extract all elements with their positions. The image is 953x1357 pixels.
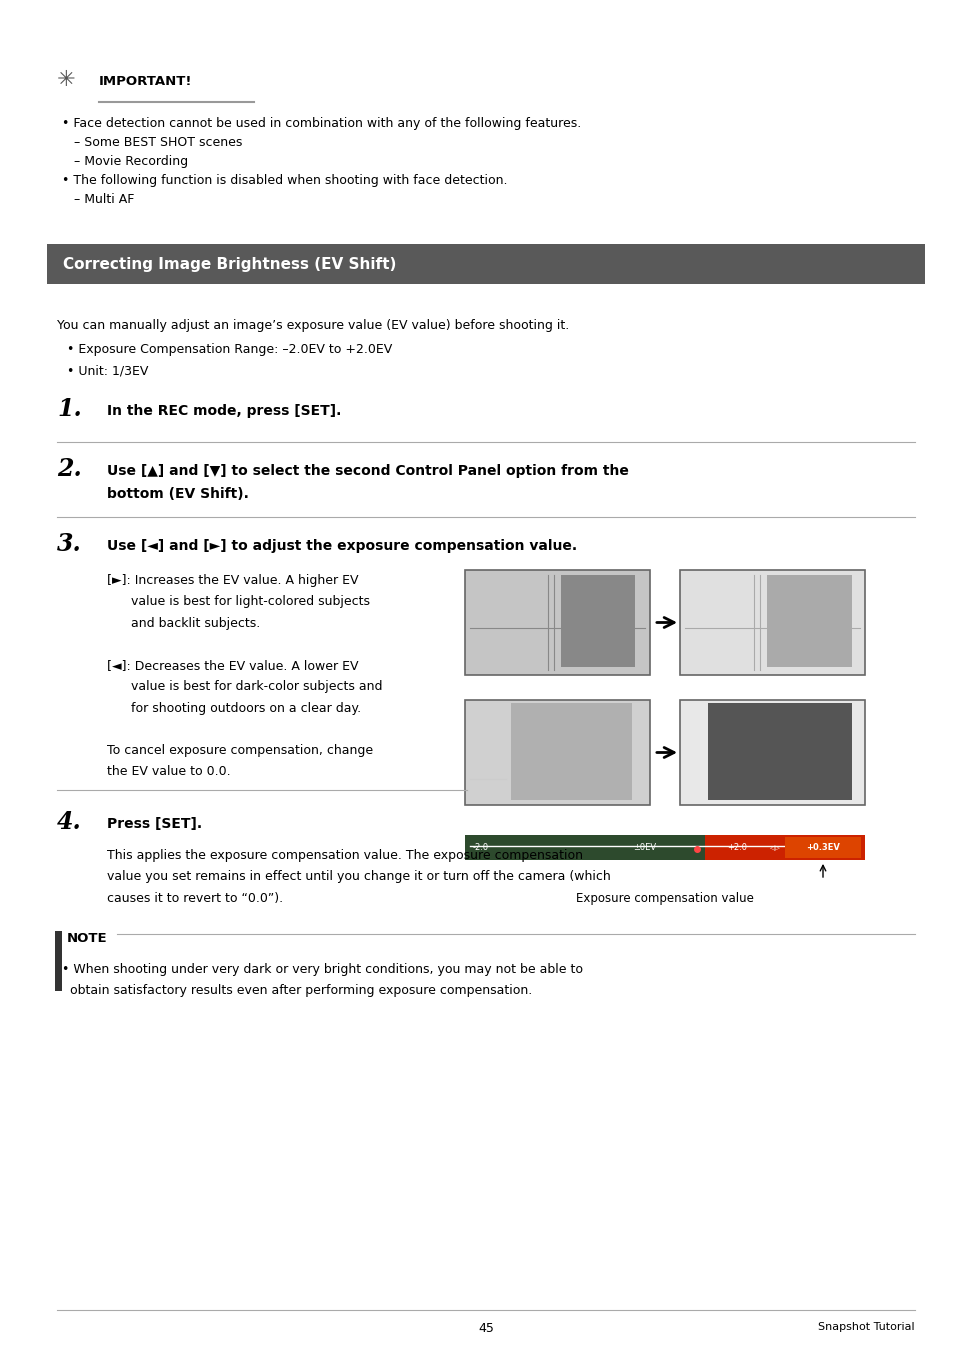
Text: ±0EV: ±0EV <box>633 844 656 852</box>
Text: NOTE: NOTE <box>67 932 108 946</box>
Text: for shooting outdoors on a clear day.: for shooting outdoors on a clear day. <box>107 702 361 715</box>
Text: Exposure compensation value: Exposure compensation value <box>576 892 753 905</box>
Text: 3.: 3. <box>57 532 82 556</box>
Text: • When shooting under very dark or very bright conditions, you may not be able t: • When shooting under very dark or very … <box>62 962 582 976</box>
Text: Use [▲] and [▼] to select the second Control Panel option from the: Use [▲] and [▼] to select the second Con… <box>107 464 628 478</box>
Text: [►]: Increases the EV value. A higher EV: [►]: Increases the EV value. A higher EV <box>107 574 358 588</box>
Bar <box>679 570 864 674</box>
Text: causes it to revert to “0.0”).: causes it to revert to “0.0”). <box>107 893 283 905</box>
Text: Press [SET].: Press [SET]. <box>107 817 202 832</box>
Bar <box>766 575 851 668</box>
Text: -2.0: -2.0 <box>473 844 489 852</box>
Bar <box>55 931 62 991</box>
Bar <box>560 575 635 668</box>
Bar <box>464 570 649 674</box>
Text: IMPORTANT!: IMPORTANT! <box>99 75 193 88</box>
Text: • Face detection cannot be used in combination with any of the following feature: • Face detection cannot be used in combi… <box>62 117 580 130</box>
Bar <box>511 703 631 799</box>
Text: 4.: 4. <box>57 810 82 835</box>
Text: 2.: 2. <box>57 457 82 480</box>
Text: In the REC mode, press [SET].: In the REC mode, press [SET]. <box>107 404 341 418</box>
Text: Use [◄] and [►] to adjust the exposure compensation value.: Use [◄] and [►] to adjust the exposure c… <box>107 539 577 554</box>
Bar <box>464 700 649 805</box>
Text: ◁▷: ◁▷ <box>769 845 781 851</box>
Text: Snapshot Tutorial: Snapshot Tutorial <box>818 1322 914 1333</box>
Text: – Movie Recording: – Movie Recording <box>62 155 188 168</box>
Bar <box>784 837 861 858</box>
Text: value is best for light-colored subjects: value is best for light-colored subjects <box>107 596 370 608</box>
Text: 1.: 1. <box>57 398 82 421</box>
Text: Correcting Image Brightness (EV Shift): Correcting Image Brightness (EV Shift) <box>63 256 395 271</box>
Text: [◄]: Decreases the EV value. A lower EV: [◄]: Decreases the EV value. A lower EV <box>107 660 358 672</box>
Text: • Exposure Compensation Range: –2.0EV to +2.0EV: • Exposure Compensation Range: –2.0EV to… <box>67 343 392 356</box>
Text: 45: 45 <box>477 1322 494 1335</box>
Bar <box>704 835 864 860</box>
Text: the EV value to 0.0.: the EV value to 0.0. <box>107 765 231 779</box>
Text: value is best for dark-color subjects and: value is best for dark-color subjects an… <box>107 680 382 693</box>
Text: value you set remains in effect until you change it or turn off the camera (whic: value you set remains in effect until yo… <box>107 870 610 883</box>
Text: +0.3EV: +0.3EV <box>805 844 839 852</box>
Bar <box>679 700 864 805</box>
Bar <box>707 703 851 799</box>
Text: +2.0: +2.0 <box>726 844 746 852</box>
Text: ✳: ✳ <box>57 71 75 90</box>
Text: and backlit subjects.: and backlit subjects. <box>107 617 260 630</box>
Text: bottom (EV Shift).: bottom (EV Shift). <box>107 487 249 501</box>
Text: To cancel exposure compensation, change: To cancel exposure compensation, change <box>107 744 373 757</box>
Text: This applies the exposure compensation value. The exposure compensation: This applies the exposure compensation v… <box>107 848 582 862</box>
Text: – Multi AF: – Multi AF <box>62 193 134 206</box>
Text: • The following function is disabled when shooting with face detection.: • The following function is disabled whe… <box>62 174 507 187</box>
Bar <box>47 244 924 284</box>
Bar <box>464 835 864 860</box>
Text: – Some BEST SHOT scenes: – Some BEST SHOT scenes <box>62 136 242 149</box>
Text: obtain satisfactory results even after performing exposure compensation.: obtain satisfactory results even after p… <box>62 984 532 997</box>
Text: You can manually adjust an image’s exposure value (EV value) before shooting it.: You can manually adjust an image’s expos… <box>57 319 569 332</box>
Text: • Unit: 1/3EV: • Unit: 1/3EV <box>67 364 149 377</box>
